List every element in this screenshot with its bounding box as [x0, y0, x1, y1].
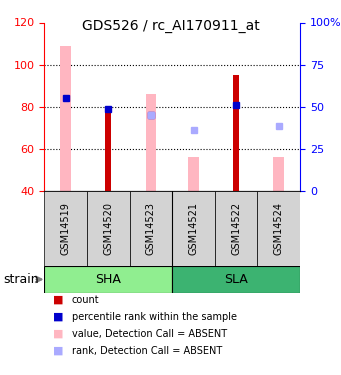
Text: GSM14521: GSM14521	[189, 202, 198, 255]
Text: GSM14524: GSM14524	[274, 202, 284, 255]
Bar	[215, 191, 257, 266]
Text: GDS526 / rc_AI170911_at: GDS526 / rc_AI170911_at	[81, 19, 260, 33]
Bar	[44, 191, 87, 266]
Text: ■: ■	[53, 312, 63, 322]
Text: ■: ■	[53, 295, 63, 305]
Text: value, Detection Call = ABSENT: value, Detection Call = ABSENT	[72, 329, 227, 339]
Text: strain: strain	[3, 273, 39, 286]
Bar	[273, 158, 284, 191]
Bar	[233, 75, 239, 191]
Bar	[257, 191, 300, 266]
Bar	[172, 266, 300, 292]
Text: percentile rank within the sample: percentile rank within the sample	[72, 312, 237, 322]
Text: rank, Detection Call = ABSENT: rank, Detection Call = ABSENT	[72, 346, 222, 355]
Text: GSM14520: GSM14520	[103, 202, 113, 255]
Bar	[60, 46, 71, 191]
Bar	[188, 158, 199, 191]
Text: GSM14523: GSM14523	[146, 202, 156, 255]
Bar	[172, 191, 215, 266]
Text: ■: ■	[53, 329, 63, 339]
Bar	[146, 94, 156, 191]
Text: GSM14522: GSM14522	[231, 202, 241, 255]
Text: count: count	[72, 295, 99, 305]
Bar	[44, 266, 172, 292]
Bar	[105, 109, 112, 191]
Text: SLA: SLA	[224, 273, 248, 286]
Text: GSM14519: GSM14519	[61, 202, 71, 255]
Text: SHA: SHA	[95, 273, 121, 286]
Bar	[130, 191, 172, 266]
Bar	[87, 191, 130, 266]
Text: ■: ■	[53, 346, 63, 355]
